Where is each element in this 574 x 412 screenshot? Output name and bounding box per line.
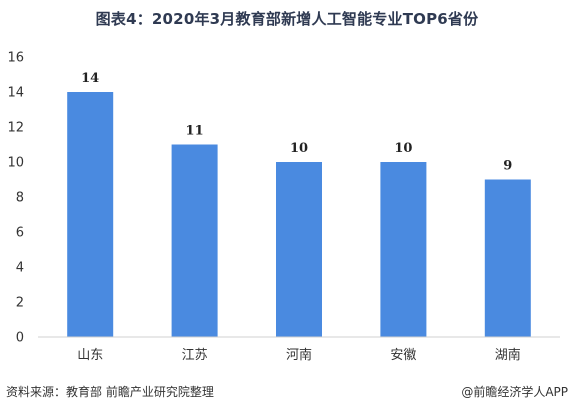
bar-江苏 xyxy=(171,144,218,337)
bar-安徽 xyxy=(380,162,427,337)
data-label-山东: 14 xyxy=(81,71,99,86)
chart-title: 图表4：2020年3月教育部新增人工智能专业TOP6省份 xyxy=(95,10,479,28)
y-tick-label: 2 xyxy=(16,296,24,311)
data-label-group: 14 11 10 10 9 xyxy=(81,71,512,174)
y-axis: 0 2 4 6 8 10 12 14 16 xyxy=(7,51,24,346)
data-label-江苏: 11 xyxy=(186,124,204,139)
y-tick-label: 6 xyxy=(16,226,24,241)
bar-series xyxy=(67,92,531,337)
y-tick-label: 16 xyxy=(7,51,24,66)
y-tick-label: 12 xyxy=(7,121,24,136)
y-tick-label: 4 xyxy=(16,261,24,276)
x-tick-label-湖南: 湖南 xyxy=(495,347,521,363)
y-tick-label: 0 xyxy=(16,331,24,346)
y-tick-label: 8 xyxy=(16,191,24,206)
bar-山东 xyxy=(67,92,114,337)
y-tick-label: 14 xyxy=(7,86,24,101)
credit-label: @前瞻经济学人APP xyxy=(461,385,568,399)
data-label-河南: 10 xyxy=(290,141,308,156)
x-axis: 山东 江苏 河南 安徽 湖南 xyxy=(38,336,560,363)
x-tick-label-河南: 河南 xyxy=(286,347,312,363)
bar-湖南 xyxy=(484,179,531,337)
x-tick-label-江苏: 江苏 xyxy=(182,347,208,363)
bar-河南 xyxy=(276,162,322,337)
x-tick-label-安徽: 安徽 xyxy=(390,348,416,363)
data-label-安徽: 10 xyxy=(394,141,412,156)
x-tick-label-山东: 山东 xyxy=(77,348,103,363)
y-tick-label: 10 xyxy=(7,156,24,171)
footer: 资料来源：教育部 前瞻产业研究院整理 @前瞻经济学人APP xyxy=(6,383,568,403)
source-note: 资料来源：教育部 前瞻产业研究院整理 xyxy=(6,385,214,399)
data-label-湖南: 9 xyxy=(503,159,512,174)
